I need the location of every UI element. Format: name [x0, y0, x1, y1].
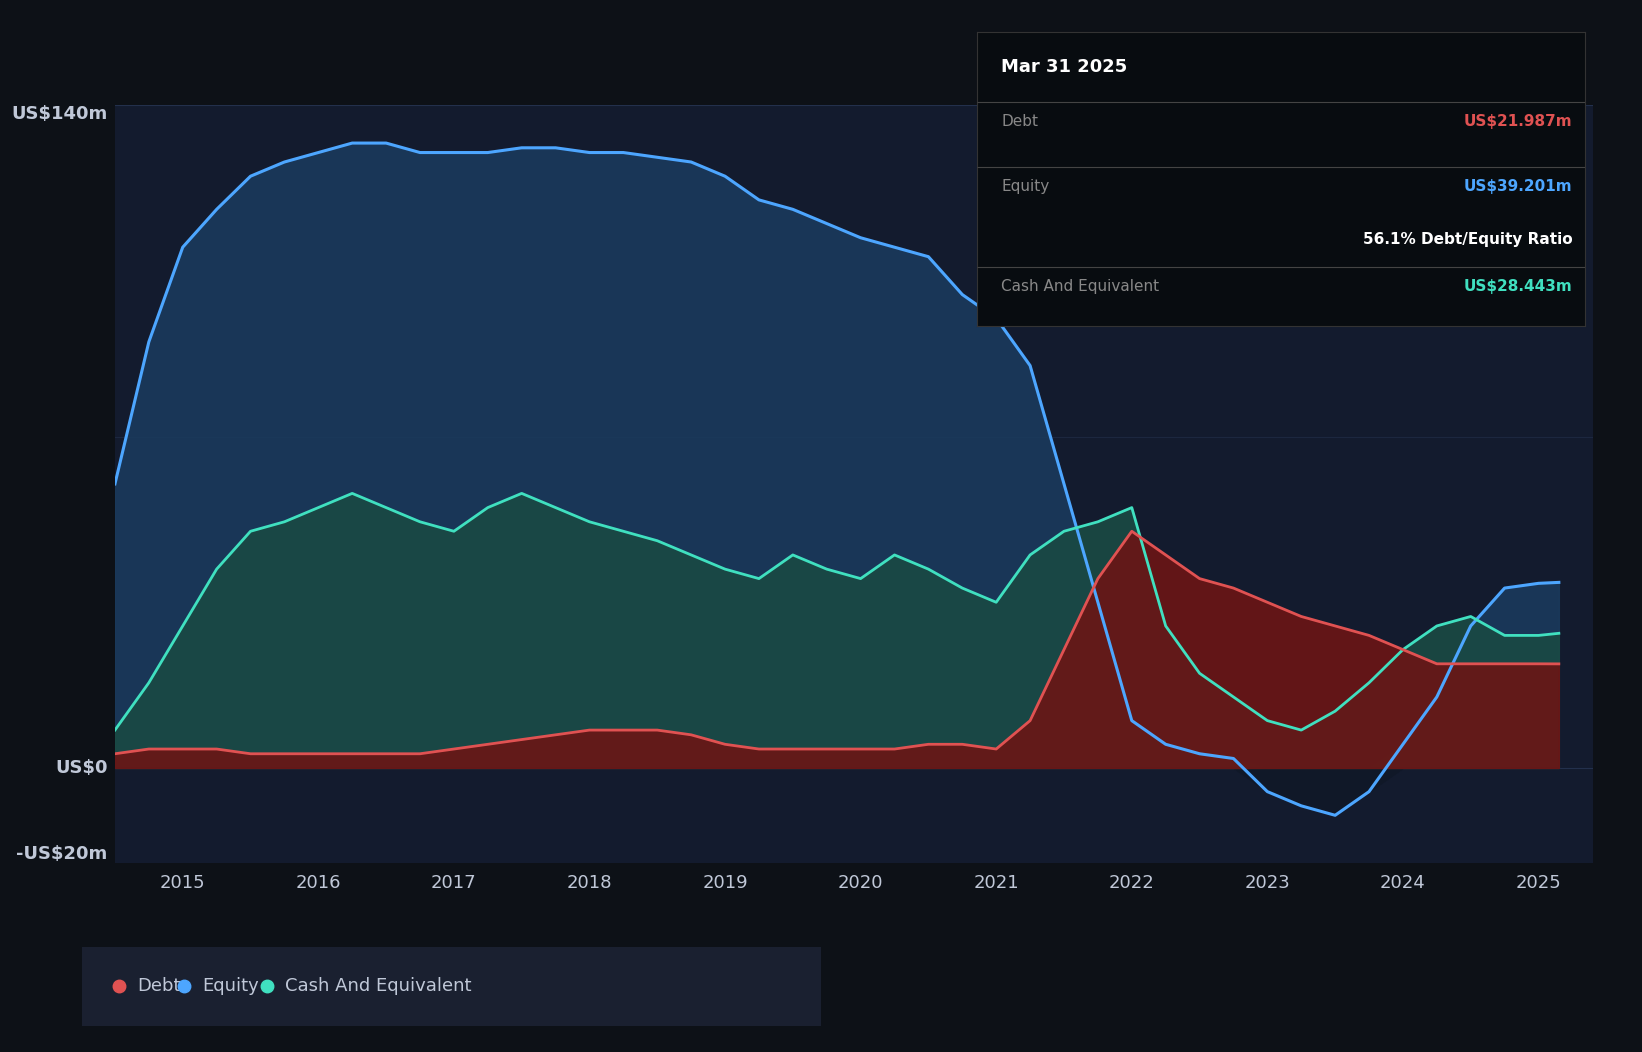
Text: -US$20m: -US$20m: [16, 845, 108, 863]
Text: Debt: Debt: [1002, 114, 1038, 129]
Text: Equity: Equity: [1002, 179, 1049, 194]
Text: Cash And Equivalent: Cash And Equivalent: [1002, 279, 1159, 294]
Text: Debt: Debt: [138, 977, 181, 995]
Text: Mar 31 2025: Mar 31 2025: [1002, 58, 1128, 76]
Text: US$21.987m: US$21.987m: [1463, 114, 1573, 129]
Text: Equity: Equity: [202, 977, 259, 995]
Text: US$0: US$0: [56, 758, 108, 777]
Text: 56.1% Debt/Equity Ratio: 56.1% Debt/Equity Ratio: [1363, 231, 1573, 247]
Text: US$28.443m: US$28.443m: [1463, 279, 1573, 294]
Text: Cash And Equivalent: Cash And Equivalent: [286, 977, 471, 995]
Text: US$140m: US$140m: [11, 105, 108, 123]
Text: US$39.201m: US$39.201m: [1463, 179, 1573, 194]
